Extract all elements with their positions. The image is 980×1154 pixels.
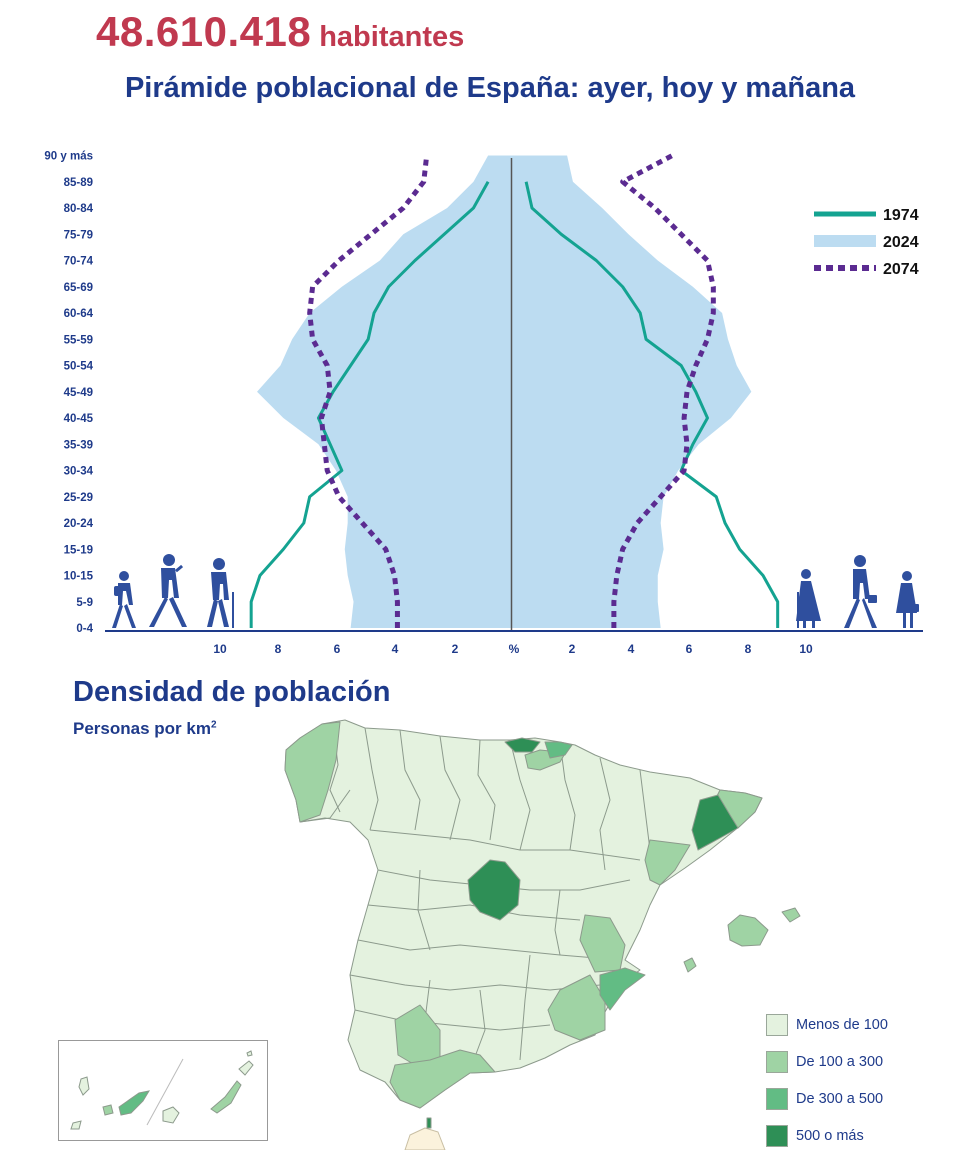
x-tick-label: 8: [745, 642, 752, 656]
alicante-region: [599, 967, 646, 1011]
legend-swatch: [766, 1124, 788, 1147]
menorca-island: [781, 907, 801, 923]
spain-density-map: [284, 719, 801, 1150]
legend-swatch: [766, 1013, 788, 1036]
north-africa-coast: [404, 1127, 446, 1150]
balearic-islands: [727, 914, 769, 947]
la-palma-island: [78, 1076, 90, 1096]
valencia-region: [644, 839, 691, 886]
mainland-spain-shape: [284, 719, 763, 1109]
age-group-label: 50-54: [64, 361, 94, 373]
age-group-label: 25-29: [64, 492, 93, 504]
walking-people-right-icon: [796, 555, 919, 628]
age-group-label: 10-15: [64, 571, 94, 583]
x-tick-label: 2: [452, 642, 459, 656]
age-group-label: 40-45: [64, 413, 94, 425]
x-tick-label: 10: [213, 642, 227, 656]
age-group-label: 80-84: [64, 203, 94, 215]
gipuzkoa-region: [504, 737, 541, 753]
legend-item: Menos de 100: [766, 1006, 966, 1043]
la-graciosa-island: [246, 1050, 253, 1057]
age-group-label: 60-64: [64, 308, 94, 320]
density-legend: Menos de 100 De 100 a 300 De 300 a 500 5…: [766, 1006, 966, 1154]
age-group-label: 30-34: [64, 466, 94, 478]
age-group-label: 75-79: [64, 229, 93, 241]
x-tick-label: 4: [628, 642, 635, 656]
galicia-coast-region: [284, 721, 341, 823]
x-tick-label: %: [509, 642, 520, 656]
legend-label: De 300 a 500: [796, 1090, 884, 1107]
legend-item: De 300 a 500: [766, 1080, 966, 1117]
barcelona-region: [691, 794, 739, 851]
series-1974-right-line: [524, 181, 780, 628]
age-group-label: 15-19: [64, 544, 93, 556]
density-section-subtitle: Personas por km2: [73, 719, 217, 739]
legend-label: De 100 a 300: [796, 1053, 884, 1070]
age-group-label: 35-39: [64, 439, 93, 451]
age-group-label: 0-4: [76, 623, 93, 635]
age-group-label: 90 y más: [44, 151, 93, 163]
cadiz-malaga-region: [389, 1049, 496, 1109]
population-headline: 48.610.418 habitantes: [96, 8, 464, 56]
legend-swatch: [766, 1050, 788, 1073]
legend-item: De 100 a 300: [766, 1043, 966, 1080]
series-2074-right-line: [611, 153, 716, 628]
lanzarote-island: [238, 1060, 254, 1076]
murcia-region: [547, 974, 606, 1041]
population-unit: habitantes: [319, 21, 465, 53]
age-group-label: 55-59: [64, 334, 93, 346]
series-2024-area: [257, 155, 752, 628]
legend-label: 500 o más: [796, 1127, 864, 1144]
el-hierro-island: [70, 1120, 82, 1130]
age-group-label: 85-89: [64, 177, 93, 189]
age-group-label: 45-49: [64, 387, 93, 399]
density-unit-text: Personas por km: [73, 719, 211, 738]
legend-item: 500 o más: [766, 1117, 966, 1154]
legend-2074-label: 2074: [883, 261, 919, 278]
fuerteventura-island: [210, 1080, 242, 1114]
population-pyramid-chart: 0-4 5-9 10-15 15-19 20-24 25-29 30-34 35-39 40-4…: [44, 151, 923, 656]
madrid-region: [467, 859, 521, 921]
x-tick-label: 8: [275, 642, 282, 656]
x-tick-label: 6: [334, 642, 341, 656]
density-unit-exponent: 2: [210, 719, 217, 731]
ibiza-island: [683, 957, 697, 973]
canary-islands-inset: [58, 1040, 268, 1141]
x-tick-label: 2: [569, 642, 576, 656]
age-group-label: 20-24: [64, 518, 94, 530]
legend-2024-swatch: [814, 235, 876, 247]
density-section-title: Densidad de población: [73, 676, 391, 708]
legend-swatch: [766, 1087, 788, 1110]
x-tick-label: 10: [799, 642, 813, 656]
walking-people-left-icon: [112, 554, 234, 628]
ceuta-marker: [426, 1117, 432, 1129]
page-title: Pirámide poblacional de España: ayer, ho…: [124, 72, 856, 104]
x-tick-label: 4: [392, 642, 399, 656]
population-value: 48.610.418: [96, 8, 312, 55]
legend-label: Menos de 100: [796, 1016, 888, 1033]
legend-2024-label: 2024: [883, 234, 919, 251]
bizkaia-region: [544, 741, 573, 759]
gran-canaria-island: [162, 1106, 180, 1124]
series-2074-left-line: [307, 155, 430, 628]
tenerife-island: [118, 1090, 151, 1116]
x-tick-label: 6: [686, 642, 693, 656]
age-group-label: 5-9: [76, 597, 93, 609]
age-group-label: 65-69: [64, 282, 93, 294]
age-group-label: 70-74: [64, 256, 94, 268]
la-gomera-island: [102, 1104, 114, 1116]
legend-1974-label: 1974: [883, 207, 919, 224]
